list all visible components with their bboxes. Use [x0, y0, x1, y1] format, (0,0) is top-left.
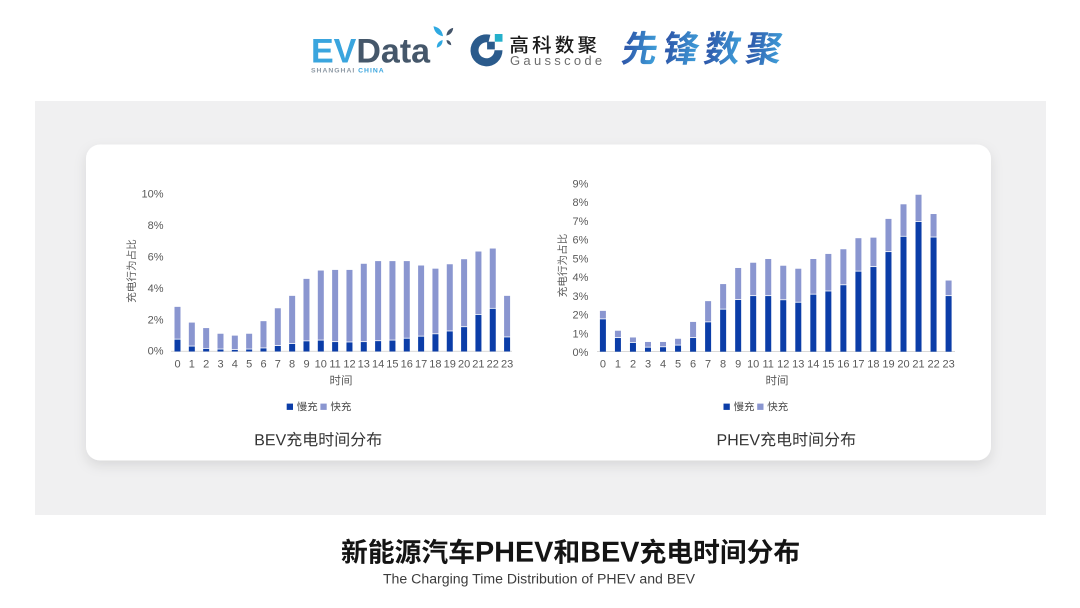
svg-text:3: 3: [217, 359, 223, 371]
svg-text:19: 19: [882, 359, 894, 371]
svg-text:1: 1: [615, 359, 621, 371]
svg-text:12: 12: [777, 359, 789, 371]
svg-text:18: 18: [867, 359, 879, 371]
svg-text:16: 16: [401, 359, 413, 371]
svg-text:15: 15: [822, 359, 834, 371]
svg-text:Gausscode: Gausscode: [510, 53, 605, 68]
svg-text:6%: 6%: [572, 235, 588, 247]
svg-text:8: 8: [289, 359, 295, 371]
svg-text:4%: 4%: [148, 283, 164, 295]
svg-text:8%: 8%: [572, 197, 588, 209]
svg-text:11: 11: [329, 359, 340, 371]
svg-text:7%: 7%: [572, 216, 588, 228]
svg-text:10: 10: [747, 359, 759, 371]
svg-text:13: 13: [358, 359, 370, 371]
svg-text:3%: 3%: [572, 291, 588, 303]
svg-text:7: 7: [705, 359, 711, 371]
svg-text:5: 5: [246, 359, 252, 371]
svg-text:19: 19: [444, 359, 456, 371]
svg-text:21: 21: [472, 359, 484, 371]
svg-text:6: 6: [690, 359, 696, 371]
svg-text:12: 12: [343, 359, 355, 371]
svg-text:20: 20: [897, 359, 909, 371]
svg-text:22: 22: [487, 359, 499, 371]
svg-text:6%: 6%: [148, 251, 164, 263]
svg-text:2: 2: [203, 359, 209, 371]
svg-text:11: 11: [762, 359, 773, 371]
svg-text:4: 4: [232, 359, 238, 371]
svg-text:9: 9: [303, 359, 309, 371]
svg-text:2%: 2%: [572, 310, 588, 322]
svg-text:17: 17: [415, 359, 427, 371]
svg-text:8: 8: [720, 359, 726, 371]
svg-text:0%: 0%: [148, 346, 164, 358]
svg-text:23: 23: [942, 359, 954, 371]
svg-text:9: 9: [735, 359, 741, 371]
svg-text:9%: 9%: [572, 179, 588, 191]
svg-text:5: 5: [675, 359, 681, 371]
svg-text:15: 15: [386, 359, 398, 371]
svg-text:8%: 8%: [148, 220, 164, 232]
svg-text:23: 23: [501, 359, 513, 371]
svg-text:10%: 10%: [141, 189, 163, 201]
svg-text:5%: 5%: [572, 253, 588, 265]
svg-text:1%: 1%: [572, 328, 588, 340]
svg-text:0: 0: [174, 359, 180, 371]
svg-text:21: 21: [912, 359, 924, 371]
svg-text:16: 16: [837, 359, 849, 371]
svg-text:2: 2: [630, 359, 636, 371]
svg-text:0%: 0%: [572, 347, 588, 359]
svg-text:3: 3: [645, 359, 651, 371]
svg-text:7: 7: [275, 359, 281, 371]
svg-text:13: 13: [792, 359, 804, 371]
svg-text:6: 6: [260, 359, 266, 371]
svg-text:0: 0: [600, 359, 606, 371]
svg-text:17: 17: [852, 359, 864, 371]
svg-text:14: 14: [372, 359, 384, 371]
svg-text:1: 1: [189, 359, 195, 371]
svg-text:2%: 2%: [148, 314, 164, 326]
svg-text:The Charging Time Distribution: The Charging Time Distribution of PHEV a…: [383, 571, 696, 587]
svg-text:EVData: EVData: [311, 33, 431, 71]
svg-text:SHANGHAI CHINA: SHANGHAI CHINA: [311, 68, 385, 75]
svg-text:20: 20: [458, 359, 470, 371]
svg-text:4: 4: [660, 359, 666, 371]
svg-text:18: 18: [429, 359, 441, 371]
svg-text:22: 22: [927, 359, 939, 371]
svg-text:4%: 4%: [572, 272, 588, 284]
svg-text:10: 10: [315, 359, 327, 371]
svg-text:14: 14: [807, 359, 819, 371]
